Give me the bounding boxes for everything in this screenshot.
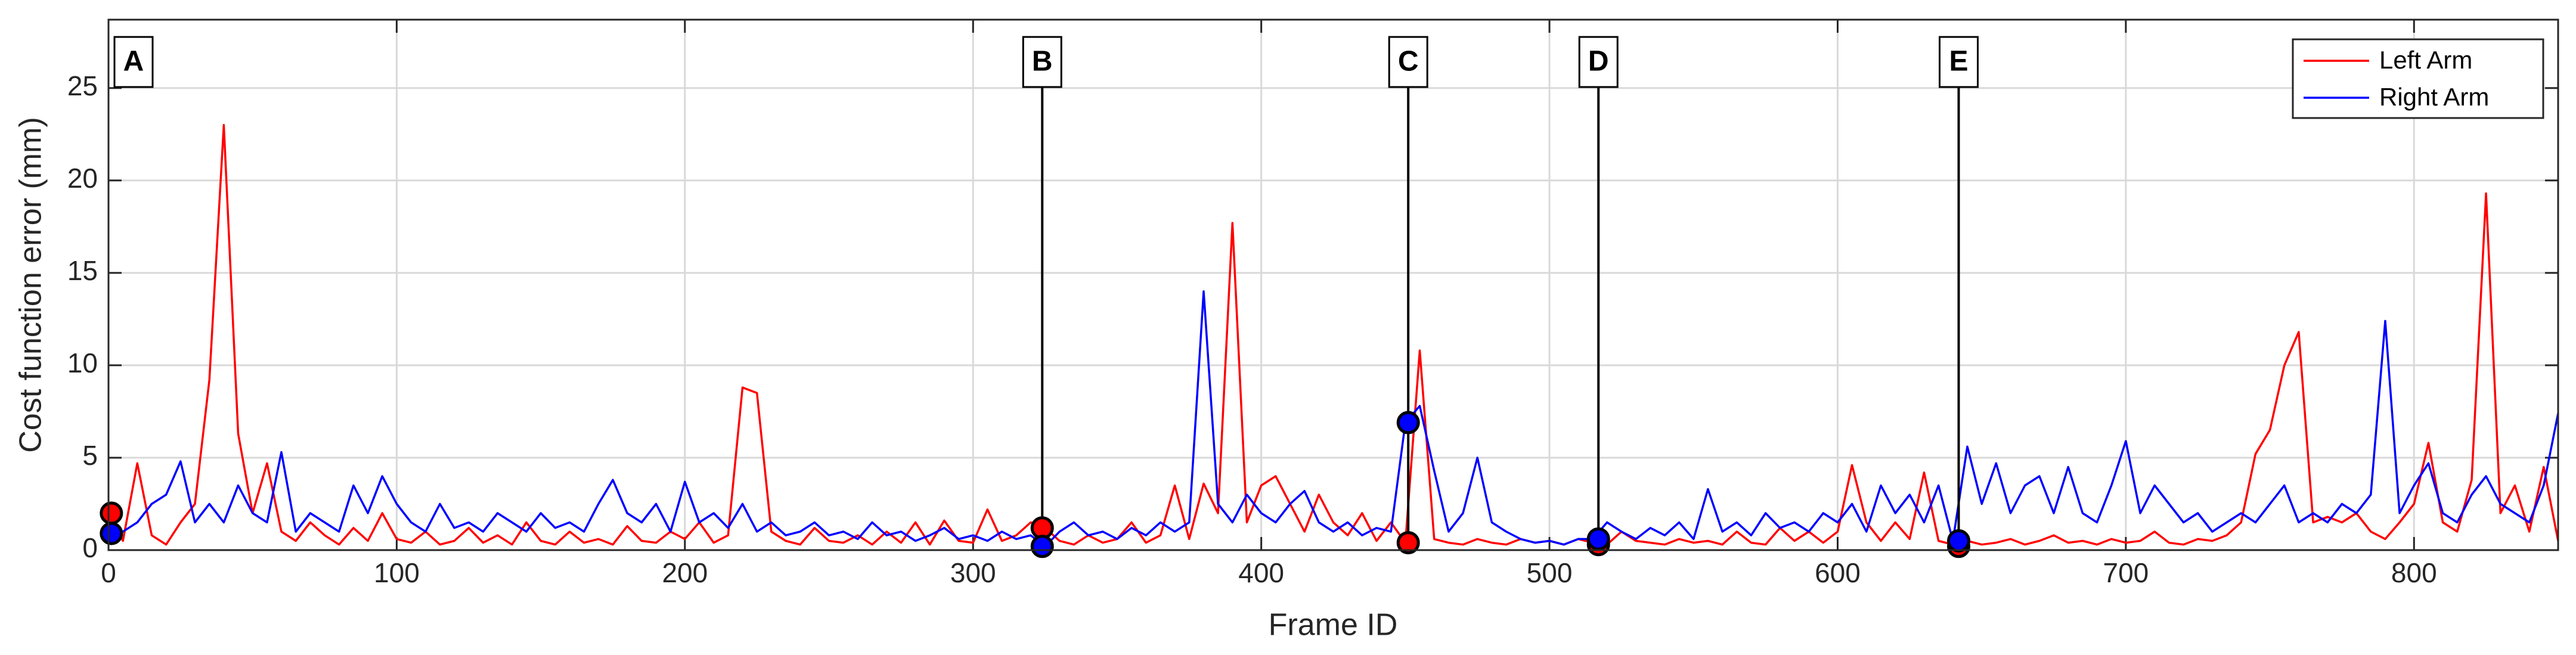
- y-tick-label: 5: [82, 440, 98, 471]
- x-tick-label: 100: [374, 557, 420, 588]
- legend-box: [2292, 38, 2544, 119]
- y-tick-label: 10: [67, 347, 98, 378]
- x-tick-label: 300: [950, 557, 996, 588]
- y-tick-label: 0: [82, 532, 98, 563]
- annotation-box: [1022, 36, 1062, 88]
- x-tick-label: 700: [2103, 557, 2149, 588]
- y-tick-label: 25: [67, 70, 98, 101]
- y-tick-label: 15: [67, 255, 98, 286]
- x-axis-label: Frame ID: [1269, 608, 1398, 642]
- annotation-marker: [1396, 411, 1420, 434]
- x-tick-label: 400: [1238, 557, 1284, 588]
- annotation-box: [113, 36, 154, 88]
- annotation-marker: [1947, 529, 1971, 552]
- annotation-marker: [1586, 527, 1610, 551]
- annotation-label: A: [123, 46, 144, 77]
- x-tick-label: 0: [101, 557, 116, 588]
- y-axis-label: Cost function error (mm): [14, 117, 48, 452]
- legend-label: Right Arm: [2379, 83, 2489, 111]
- data-line: [108, 290, 2559, 548]
- annotation-box: [1388, 36, 1428, 88]
- annotation-label: C: [1398, 46, 1419, 77]
- annotation-label: D: [1588, 46, 1609, 77]
- annotation-marker: [1396, 531, 1420, 555]
- x-tick-label: 600: [1815, 557, 1861, 588]
- x-tick-label: 800: [2391, 557, 2437, 588]
- x-tick-label: 500: [1527, 557, 1573, 588]
- annotation-marker: [1030, 535, 1054, 558]
- legend-label: Left Arm: [2379, 46, 2472, 74]
- annotation-box: [1578, 36, 1619, 88]
- plot-frame: [107, 18, 2559, 551]
- annotation-marker: [100, 521, 123, 545]
- x-tick-label: 200: [662, 557, 708, 588]
- annotation-box: [1939, 36, 1979, 88]
- annotation-label: B: [1032, 46, 1053, 77]
- annotation-label: E: [1949, 46, 1968, 77]
- annotation-marker: [100, 501, 123, 525]
- y-tick-label: 20: [67, 163, 98, 194]
- data-line: [107, 124, 2559, 546]
